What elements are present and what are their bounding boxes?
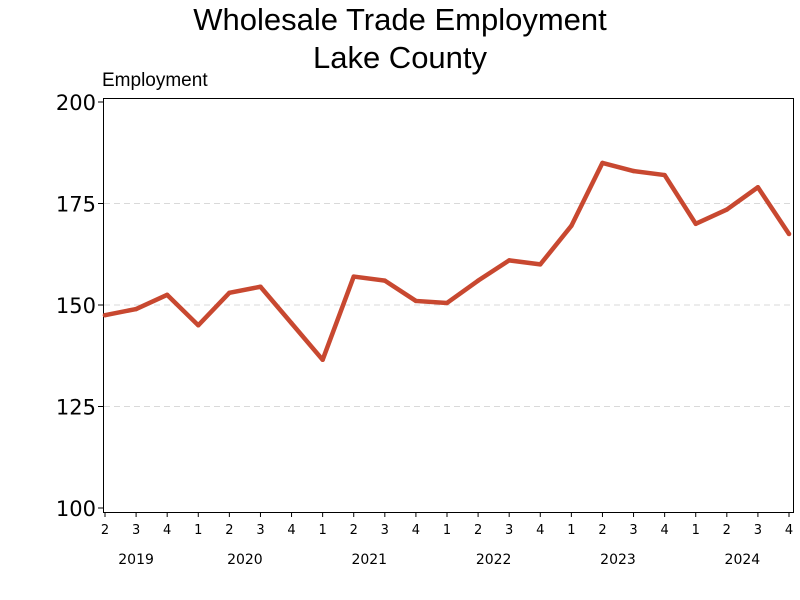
x-tick-label: 2 [723,523,731,538]
year-label-2024: 2024 [725,552,761,568]
x-tick-label: 1 [194,523,202,538]
y-tick-label-200: 200 [56,91,96,115]
x-tick-label: 4 [287,523,295,538]
x-tick-label: 4 [536,523,544,538]
x-tick-label: 4 [163,523,171,538]
grid-lines [104,203,793,407]
year-label-2022: 2022 [476,552,512,568]
x-tick-label: 1 [318,523,326,538]
x-tick-label: 3 [256,523,264,538]
data-point [538,262,543,267]
year-label-2023: 2023 [600,552,636,568]
data-point [724,207,730,212]
series-line-0 [102,160,792,363]
data-point [196,323,201,328]
year-label-2019: 2019 [118,552,154,568]
data-point [258,284,263,289]
data-point [102,312,108,318]
y-tick-label-150: 150 [56,294,96,318]
x-tick-label: 4 [412,523,420,538]
data-point [755,185,761,190]
x-tick-label: 4 [660,523,668,538]
chart-title-line-2: Lake County [313,40,488,75]
x-tick-label: 3 [381,523,389,538]
y-tick-label-175: 175 [56,193,96,217]
data-point [382,278,388,283]
x-tick-label: 2 [350,523,358,538]
x-tick-label: 2 [598,523,606,538]
data-point [289,321,294,326]
x-axis-ticks: 2 3 4 1 2 3 4 1 2 3 4 1 2 3 4 1 2 3 4 1 2 3 4 2019 2020 2021 2022 2… [101,512,793,568]
y-tick-label-100: 100 [56,497,96,521]
data-point [475,278,481,283]
x-tick-label: 1 [692,523,700,538]
x-tick-label: 4 [785,523,793,538]
x-tick-label: 3 [132,523,140,538]
data-point [444,300,450,306]
data-point [506,258,512,263]
x-tick-label: 3 [505,523,513,538]
y-axis-ticks: 100 125 150 175 200 [56,91,104,521]
x-tick-label: 2 [225,523,233,538]
data-point [351,274,356,279]
data-point [786,231,792,237]
year-label-2020: 2020 [227,552,263,568]
series-layer [102,160,792,363]
data-point [631,168,636,174]
data-point [227,290,232,296]
x-tick-label: 3 [629,523,637,538]
x-tick-label: 3 [754,523,762,538]
data-point [413,298,419,304]
data-point [133,306,139,312]
data-point [320,357,325,363]
year-label-2021: 2021 [351,552,387,568]
data-point [662,172,667,178]
data-point [569,223,574,229]
chart-title-line-1: Wholesale Trade Employment [193,2,607,37]
data-point [693,221,698,226]
y-axis-label: Employment [102,70,208,91]
x-tick-label: 1 [567,523,575,538]
x-tick-label: 2 [101,523,109,538]
data-point [600,160,605,166]
data-point [164,292,170,298]
x-tick-label: 1 [443,523,451,538]
x-tick-label: 2 [474,523,482,538]
y-tick-label-125: 125 [56,396,96,420]
